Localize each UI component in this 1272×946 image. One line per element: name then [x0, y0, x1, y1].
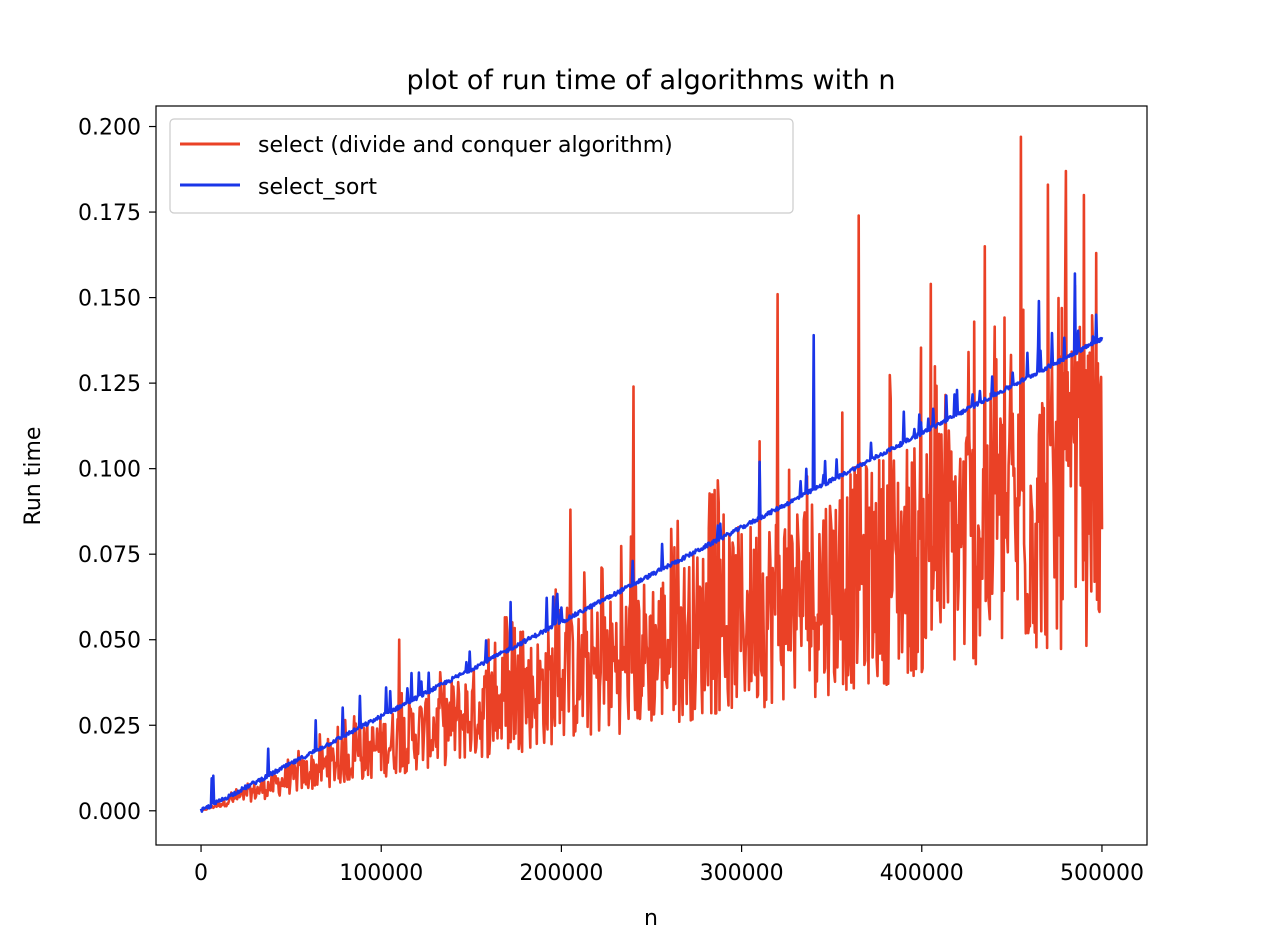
x-tick-label: 500000	[1060, 861, 1144, 886]
x-tick-label: 200000	[519, 861, 603, 886]
x-tick-label: 400000	[880, 861, 964, 886]
series-line-select	[200, 135, 1104, 812]
y-tick-label: 0.150	[78, 287, 141, 312]
y-tick-label: 0.075	[78, 543, 141, 568]
x-tick-label: 0	[194, 861, 208, 886]
y-tick-label: 0.175	[78, 201, 141, 226]
y-tick-label: 0.200	[78, 116, 141, 141]
axes-frame	[155, 105, 1148, 846]
x-tick-label: 300000	[700, 861, 784, 886]
y-axis: 0.000 0.025 0.050 0.075 0.100 0.125 0.150 0.175…	[78, 116, 156, 825]
y-tick-label: 0.050	[78, 629, 141, 654]
y-axis-label: Run time	[21, 427, 46, 526]
x-axis-label: n	[644, 906, 658, 931]
plot-area	[199, 135, 1104, 813]
y-tick-label: 0.125	[78, 372, 141, 397]
legend: select (divide and conquer algorithm) se…	[169, 118, 794, 214]
x-axis: 0 100000 200000 300000 400000 500000	[194, 845, 1144, 886]
chart-title: plot of run time of algorithms with n	[407, 65, 896, 96]
x-tick-label: 100000	[339, 861, 423, 886]
y-tick-label: 0.025	[78, 714, 141, 739]
legend-label-select-sort: select_sort	[258, 175, 377, 200]
legend-label-select: select (divide and conquer algorithm)	[258, 133, 673, 158]
series-line-select-sort	[199, 272, 1104, 813]
legend-box	[169, 118, 794, 214]
y-tick-label: 0.100	[78, 458, 141, 483]
y-tick-label: 0.000	[78, 800, 141, 825]
